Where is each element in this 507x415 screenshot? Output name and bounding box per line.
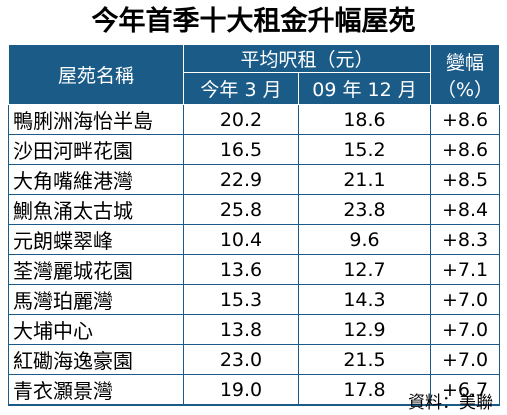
rent-mar: 22.9 — [183, 164, 299, 195]
rent-mar: 16.5 — [183, 134, 299, 165]
rent-dec: 17.8 — [298, 374, 432, 406]
change-header-line1: 變幅 — [446, 51, 485, 74]
rent-mar: 15.3 — [183, 284, 299, 315]
mar-header: 今年 3 月 — [183, 72, 299, 105]
rent-dec: 14.3 — [298, 284, 432, 315]
dec-header: 09 年 12 月 — [297, 72, 432, 105]
rent-mar: 23.0 — [183, 344, 299, 375]
rent-mar: 13.6 — [183, 254, 299, 285]
change-value: +7.0 — [430, 344, 501, 375]
table-row: 紅磡海逸豪園 23.0 21.5 +7.0 — [8, 344, 501, 375]
table-row: 鴨脷洲海怡半島 20.2 18.6 +8.6 — [8, 104, 501, 135]
change-header: 變幅 （%） — [430, 44, 501, 105]
change-value: +8.6 — [430, 104, 501, 135]
change-header-line2: （%） — [436, 78, 494, 101]
estate-name: 鰂魚涌太古城 — [8, 194, 184, 225]
estate-name: 馬灣珀麗灣 — [8, 284, 184, 315]
estate-name: 大埔中心 — [8, 314, 184, 345]
table-row: 青衣灝景灣 19.0 17.8 +6.7 — [8, 374, 501, 406]
source-note: 資料：美聯 — [408, 393, 493, 413]
table-row: 沙田河畔花園 16.5 15.2 +8.6 — [8, 134, 501, 165]
rent-dec: 21.1 — [298, 164, 432, 195]
rent-dec: 21.5 — [298, 344, 432, 375]
table-row: 大埔中心 13.8 12.9 +7.0 — [8, 314, 501, 345]
rent-table: 屋苑名稱 平均呎租（元） 變幅 （%） 今年 3 月 09 年 12 月 鴨脷洲… — [8, 44, 501, 406]
estate-name: 元朗蝶翠峰 — [8, 224, 184, 255]
table-row: 大角嘴維港灣 22.9 21.1 +8.5 — [8, 164, 501, 195]
rent-mar: 20.2 — [183, 104, 299, 135]
estate-header: 屋苑名稱 — [8, 44, 184, 105]
change-value: +6.7 — [430, 374, 501, 406]
rent-mar: 10.4 — [183, 224, 299, 255]
change-value: +8.5 — [430, 164, 501, 195]
estate-name: 沙田河畔花園 — [8, 134, 184, 165]
table-row: 馬灣珀麗灣 15.3 14.3 +7.0 — [8, 284, 501, 315]
rent-mar: 13.8 — [183, 314, 299, 345]
estate-name: 青衣灝景灣 — [8, 374, 184, 406]
page-title: 今年首季十大租金升幅屋苑 — [91, 6, 416, 37]
rent-dec: 9.6 — [298, 224, 432, 255]
estate-name: 紅磡海逸豪園 — [8, 344, 184, 375]
change-value: +7.1 — [430, 254, 501, 285]
rent-dec: 12.7 — [298, 254, 432, 285]
rent-dec: 12.9 — [298, 314, 432, 345]
rent-dec: 18.6 — [298, 104, 432, 135]
rent-mar: 25.8 — [183, 194, 299, 225]
table-row: 荃灣麗城花園 13.6 12.7 +7.1 — [8, 254, 501, 285]
change-value: +8.3 — [430, 224, 501, 255]
change-value: +8.6 — [430, 134, 501, 165]
estate-name: 鴨脷洲海怡半島 — [8, 104, 184, 135]
change-value: +8.4 — [430, 194, 501, 225]
table-row: 元朗蝶翠峰 10.4 9.6 +8.3 — [8, 224, 501, 255]
estate-name: 荃灣麗城花園 — [8, 254, 184, 285]
rent-dec: 15.2 — [298, 134, 432, 165]
table-row: 鰂魚涌太古城 25.8 23.8 +8.4 — [8, 194, 501, 225]
rent-mar: 19.0 — [183, 374, 299, 406]
rent-group-header: 平均呎租（元） — [182, 44, 432, 73]
estate-name: 大角嘴維港灣 — [8, 164, 184, 195]
change-value: +7.0 — [430, 284, 501, 315]
change-value: +7.0 — [430, 314, 501, 345]
rent-dec: 23.8 — [298, 194, 432, 225]
